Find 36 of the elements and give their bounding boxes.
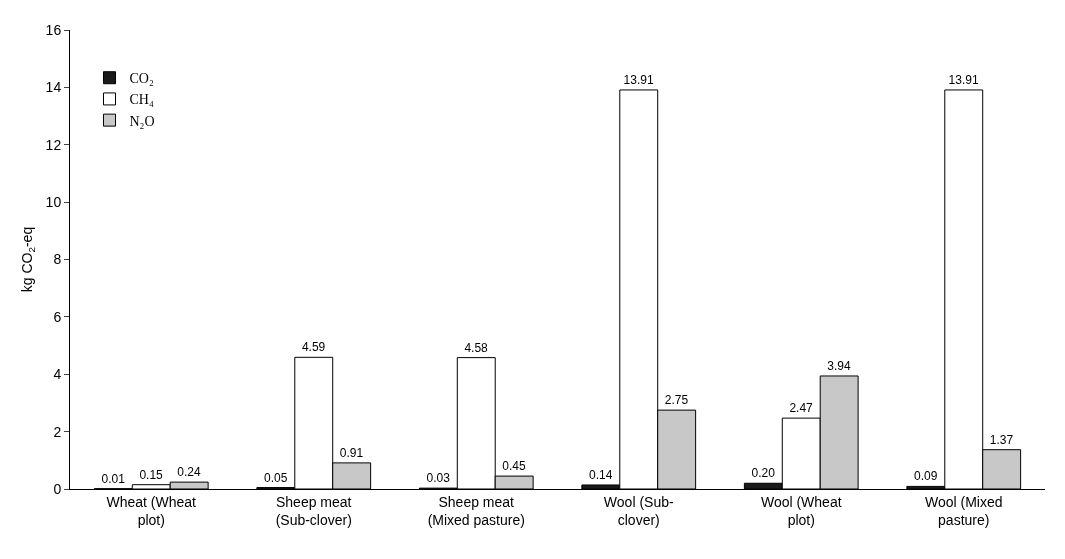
data-label: 0.20 <box>751 466 776 481</box>
data-label: 0.24 <box>177 465 202 480</box>
y-tick-label: 12 <box>45 136 62 153</box>
data-label: 3.94 <box>827 358 852 373</box>
data-label: 0.14 <box>588 467 613 482</box>
x-tick-label: Wool (Wheat plot) <box>760 493 842 528</box>
y-tick-label: 10 <box>45 194 62 211</box>
x-tick-label: Sheep meat (Mixed pasture) <box>427 493 525 528</box>
data-label: 2.47 <box>789 401 814 416</box>
x-tick-label: Sheep meat (Sub-clover) <box>275 493 352 528</box>
y-tick-label: 6 <box>53 308 62 325</box>
y-tick-label: 8 <box>53 251 62 268</box>
data-label: 4.59 <box>301 340 326 355</box>
legend-label: CO₂ <box>129 71 154 87</box>
data-label: 2.75 <box>664 393 689 408</box>
data-label: 0.03 <box>426 471 451 486</box>
legend-label: CH₄ <box>129 92 154 108</box>
data-label: 0.05 <box>263 470 288 485</box>
data-label: 4.58 <box>464 340 489 355</box>
y-tick-label: 2 <box>53 423 62 440</box>
data-label: 13.91 <box>948 72 979 87</box>
data-label: 13.91 <box>623 72 654 87</box>
y-tick-label: 0 <box>53 480 62 497</box>
y-tick-label: 14 <box>45 79 62 96</box>
data-label: 0.91 <box>339 445 364 460</box>
x-tick-label: Wool (Mixed pasture) <box>924 493 1003 528</box>
data-label: 0.01 <box>101 471 126 486</box>
x-tick-label: Wheat (Wheat plot) <box>106 493 197 528</box>
data-label: 1.37 <box>989 432 1014 447</box>
data-label: 0.15 <box>139 467 164 482</box>
data-label: 0.09 <box>913 469 938 484</box>
x-tick-label: Wool (Sub-clover) <box>603 493 674 528</box>
y-tick-label: 16 <box>45 21 62 38</box>
legend-label: N₂O <box>129 113 155 129</box>
y-tick-label: 4 <box>53 366 62 383</box>
data-label: 0.45 <box>502 459 527 474</box>
